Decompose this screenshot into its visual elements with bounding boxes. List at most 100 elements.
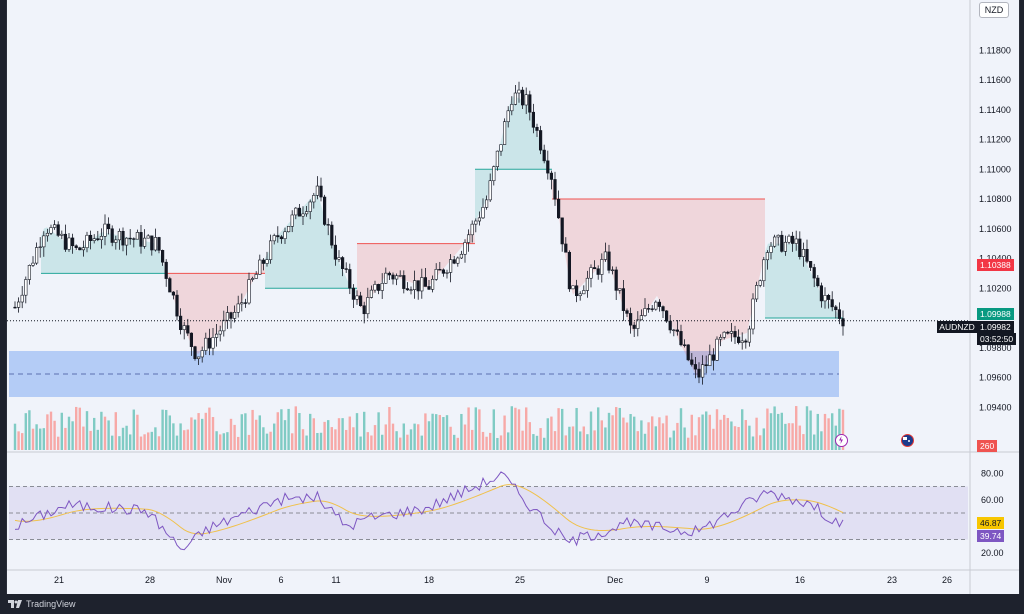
candle-body <box>157 237 161 251</box>
candle-body <box>470 223 474 236</box>
volume-bar <box>359 436 362 450</box>
volume-bar <box>384 424 387 450</box>
candle-body <box>272 235 276 242</box>
currency-label: NZD <box>984 5 1004 15</box>
volume-bar <box>208 407 211 450</box>
candle-body <box>819 285 823 302</box>
volume-bar <box>647 422 650 450</box>
volume-bar <box>769 413 773 450</box>
volume-bar <box>413 423 416 450</box>
candle-body <box>438 269 442 271</box>
lightning-icon[interactable] <box>835 434 848 447</box>
candle-body <box>718 337 723 340</box>
volume-bar <box>503 415 506 450</box>
candle-body <box>49 227 53 234</box>
volume-bar <box>179 423 182 450</box>
volume-bar <box>161 409 164 450</box>
volume-bar <box>514 407 517 450</box>
candle-body <box>816 277 820 287</box>
volume-bar <box>838 408 841 450</box>
candle-body <box>85 234 89 249</box>
volume-bar <box>366 432 369 450</box>
candle-body <box>823 295 827 302</box>
candle-body <box>697 368 701 378</box>
candle-body <box>146 235 150 239</box>
volume-bar <box>111 435 114 450</box>
candle-body <box>333 244 338 260</box>
volume-bar <box>262 427 265 450</box>
volume-bar <box>273 423 276 450</box>
flag-icon[interactable] <box>901 434 914 447</box>
rsi-tag: 39.74 <box>977 530 1005 542</box>
volume-bar <box>773 406 776 450</box>
chart-canvas[interactable]: 1.11800 1.11600 1.11400 1.11200 1.11000 1.108… <box>7 0 1019 594</box>
candle-body <box>161 250 165 263</box>
volume-bar <box>100 411 103 450</box>
volume-bar <box>53 420 56 450</box>
candle-body <box>268 240 273 260</box>
candle-body <box>495 150 500 167</box>
candle-body <box>459 253 464 259</box>
volume-bar <box>301 429 305 450</box>
volume-bar <box>373 425 377 450</box>
volume-bar <box>535 435 539 450</box>
volume-bar <box>820 431 823 450</box>
candle-body <box>301 213 305 217</box>
candle-body <box>276 235 280 238</box>
candle-body <box>690 359 694 365</box>
time-axis-label: 26 <box>942 575 952 585</box>
red-level-tag: 1.10388 <box>977 259 1014 271</box>
volume-bar <box>719 419 722 450</box>
volume-bar <box>665 415 668 450</box>
candle-body <box>197 356 201 360</box>
volume-bar <box>233 424 236 450</box>
candle-body <box>63 233 67 250</box>
candle-body <box>304 211 309 215</box>
candle-body <box>164 261 168 279</box>
candle-body <box>294 207 298 216</box>
candle-body <box>610 269 615 272</box>
candle-body <box>790 235 795 244</box>
volume-bar <box>121 427 125 450</box>
candle-body <box>445 272 449 274</box>
candle-body <box>387 272 392 276</box>
brand-logo[interactable]: TradingView <box>8 598 76 610</box>
candle-body <box>13 306 17 309</box>
candle-body <box>308 201 312 212</box>
candle-body <box>520 89 525 106</box>
candle-body <box>618 288 622 291</box>
volume-bar <box>143 434 146 450</box>
volume-bar <box>150 431 153 450</box>
red-level-value: 1.10388 <box>980 260 1011 270</box>
volume-bar <box>377 412 380 450</box>
volume-bar <box>600 420 603 450</box>
candle-body <box>189 332 194 347</box>
volume-bar <box>255 419 258 450</box>
candle-body <box>398 275 402 277</box>
candle-body <box>531 111 535 128</box>
volume-bar <box>60 412 63 450</box>
volume-bar <box>21 433 24 450</box>
candle-body <box>71 237 75 247</box>
volume-bar <box>453 434 456 450</box>
volume-bar <box>805 406 809 450</box>
volume-bar <box>683 427 686 450</box>
volume-bar <box>687 437 690 450</box>
chart-frame[interactable]: 1.11800 1.11600 1.11400 1.11200 1.11000 1.108… <box>6 0 1020 594</box>
candle-body <box>135 232 140 240</box>
candle-body <box>729 331 733 334</box>
volume-bar <box>201 418 204 450</box>
candle-body <box>700 364 705 378</box>
currency-badge[interactable]: NZD <box>979 2 1009 18</box>
candle-body <box>17 301 21 308</box>
candle-body <box>740 340 744 343</box>
volume-bar <box>287 408 290 450</box>
volume-bar <box>409 429 413 450</box>
volume-bar <box>546 418 549 450</box>
volume-bar <box>334 429 337 450</box>
candle-body <box>128 237 132 240</box>
price-axis-label: 1.10200 <box>979 283 1012 293</box>
candle-body <box>492 166 496 182</box>
candle-body <box>366 297 370 315</box>
volume-bar <box>395 431 398 450</box>
